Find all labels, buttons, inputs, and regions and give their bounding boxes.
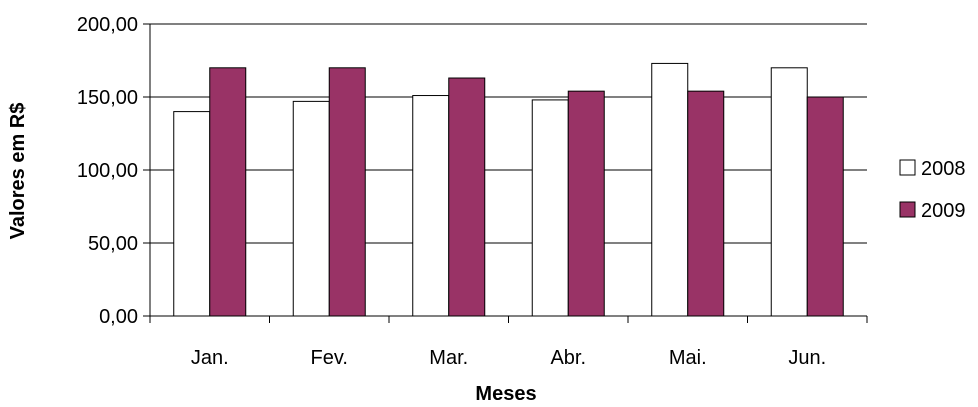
legend: 2008 2009 — [899, 158, 966, 222]
legend-label-2009: 2009 — [921, 200, 966, 222]
bar-2009-4 — [687, 90, 725, 317]
x-tick-label: Mar. — [429, 347, 468, 369]
legend-swatch-2009 — [899, 201, 916, 218]
x-tick-label: Jun. — [788, 347, 826, 369]
bar-2009-1 — [328, 67, 366, 317]
bars — [173, 62, 844, 317]
bar-2008-2 — [412, 95, 450, 317]
y-tick-label: 200,00 — [77, 14, 138, 36]
x-tick-label: Jan. — [191, 347, 229, 369]
y-tick-labels: 0,00 50,00 100,00 150,00 200,00 — [77, 14, 138, 328]
x-tick-label: Abr. — [550, 347, 586, 369]
bar-2008-5 — [770, 67, 808, 317]
bar-2009-5 — [806, 96, 844, 317]
bar-2008-3 — [531, 99, 569, 317]
y-tick-label: 150,00 — [77, 87, 138, 109]
legend-swatch-2008 — [899, 159, 916, 176]
bar-2008-4 — [651, 62, 689, 317]
legend-label-2008: 2008 — [921, 158, 966, 180]
x-tick-labels: Jan. Fev. Mar. Abr. Mai. Jun. — [191, 347, 826, 369]
bar-2008-1 — [292, 100, 330, 317]
x-tick-label: Fev. — [311, 347, 348, 369]
bar-2009-3 — [567, 90, 605, 317]
bar-2009-2 — [448, 77, 486, 317]
bar-2009-0 — [209, 67, 247, 317]
gridlines — [150, 23, 867, 244]
y-tick-label: 0,00 — [99, 306, 138, 328]
y-tick-label: 100,00 — [77, 160, 138, 182]
bar-2008-0 — [173, 111, 211, 317]
y-tick-label: 50,00 — [88, 233, 138, 255]
x-tick-label: Mai. — [669, 347, 707, 369]
axes — [143, 23, 868, 323]
y-axis-title: Valores em R$ — [7, 103, 29, 240]
x-axis-title: Meses — [475, 383, 536, 405]
